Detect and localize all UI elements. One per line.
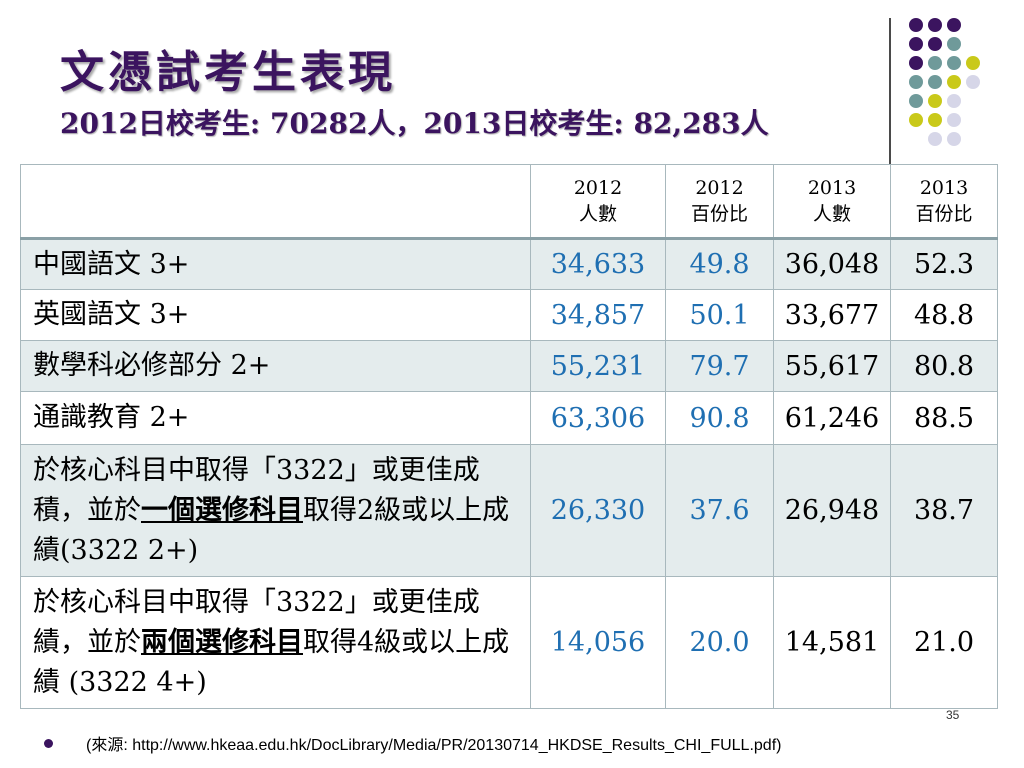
cell-2013-count: 14,581 <box>773 576 891 709</box>
row-label: 於核心科目中取得「3322」或更佳成績，並於兩個選修科目取得4級或以上成績 (3… <box>20 576 531 709</box>
table-header-row: 2012 人數 2012 百份比 2013 人數 2013 百份比 <box>20 164 998 240</box>
cell-2013-percent: 48.8 <box>890 289 998 341</box>
decorative-dot <box>947 75 961 89</box>
cell-2013-percent: 38.7 <box>890 444 998 577</box>
row-label: 中國語文 3+ <box>20 238 531 290</box>
title-block: 文憑試考生表現 2012日校考生: 70282人，2013日校考生: 82,28… <box>60 44 910 144</box>
cell-2012-percent: 49.8 <box>665 238 774 290</box>
cell-2013-percent: 88.5 <box>890 391 998 445</box>
table-row: 於核心科目中取得「3322」或更佳成積，並於一個選修科目取得2級或以上成績(33… <box>20 444 998 577</box>
emphasis-two-electives: 兩個選修科目 <box>141 626 303 658</box>
cell-2013-percent: 21.0 <box>890 576 998 709</box>
decorative-dot <box>909 113 923 127</box>
header-2012-count: 2012 人數 <box>530 164 666 240</box>
row-label: 通識教育 2+ <box>20 391 531 445</box>
cell-2012-count: 34,857 <box>530 289 666 341</box>
decorative-dot <box>909 94 923 108</box>
decorative-dot <box>928 18 942 32</box>
decorative-dot <box>947 37 961 51</box>
header-2013-count: 2013 人數 <box>773 164 891 240</box>
cell-2012-count: 34,633 <box>530 238 666 290</box>
cell-2013-count: 33,677 <box>773 289 891 341</box>
table-row: 數學科必修部分 2+ 55,231 79.7 55,617 80.8 <box>20 340 998 392</box>
slide-title: 文憑試考生表現 <box>60 47 396 98</box>
cell-2013-count: 55,617 <box>773 340 891 392</box>
cell-2012-count: 63,306 <box>530 391 666 445</box>
decorative-dot <box>928 94 942 108</box>
cell-2012-count: 55,231 <box>530 340 666 392</box>
table-row: 於核心科目中取得「3322」或更佳成績，並於兩個選修科目取得4級或以上成績 (3… <box>20 576 998 709</box>
decorative-dot <box>966 75 980 89</box>
decorative-dot <box>909 37 923 51</box>
cell-2012-count: 26,330 <box>530 444 666 577</box>
cell-2013-percent: 80.8 <box>890 340 998 392</box>
decorative-dot <box>928 113 942 127</box>
cell-2012-count: 14,056 <box>530 576 666 709</box>
source-link[interactable]: : http://www.hkeaa.edu.hk/DocLibrary/Med… <box>123 737 782 754</box>
decorative-dot <box>928 132 942 146</box>
cell-2012-percent: 79.7 <box>665 340 774 392</box>
decorative-dot <box>928 75 942 89</box>
decorative-dot <box>966 56 980 70</box>
decorative-dot <box>928 56 942 70</box>
cell-2013-percent: 52.3 <box>890 238 998 290</box>
header-2013-percent: 2013 百份比 <box>890 164 998 240</box>
cell-2012-percent: 20.0 <box>665 576 774 709</box>
cell-2013-count: 61,246 <box>773 391 891 445</box>
decorative-dot <box>909 56 923 70</box>
decorative-dot <box>909 18 923 32</box>
header-blank <box>20 164 531 240</box>
decorative-dot <box>947 18 961 32</box>
decorative-dot <box>947 113 961 127</box>
results-table: 2012 人數 2012 百份比 2013 人數 2013 百份比 中國語文 3+ 34… <box>20 164 998 709</box>
cell-2013-count: 26,948 <box>773 444 891 577</box>
cell-2012-percent: 37.6 <box>665 444 774 577</box>
decorative-dot <box>928 37 942 51</box>
header-2012-percent: 2012 百份比 <box>665 164 774 240</box>
cell-2012-percent: 50.1 <box>665 289 774 341</box>
page-number: 35 <box>946 708 960 722</box>
decorative-dot <box>947 56 961 70</box>
decorative-dot <box>909 75 923 89</box>
slide-subtitle: 2012日校考生: 70282人，2013日校考生: 82,283人 <box>60 107 769 140</box>
table-row: 通識教育 2+ 63,306 90.8 61,246 88.5 <box>20 391 998 445</box>
bullet-icon <box>44 739 53 748</box>
decorative-divider <box>889 18 891 188</box>
source-citation: (來源: http://www.hkeaa.edu.hk/DocLibrary/… <box>86 735 782 754</box>
row-label: 數學科必修部分 2+ <box>20 340 531 392</box>
emphasis-one-elective: 一個選修科目 <box>141 494 303 526</box>
table-row: 英國語文 3+ 34,857 50.1 33,677 48.8 <box>20 289 998 341</box>
decorative-dot <box>947 94 961 108</box>
row-label: 英國語文 3+ <box>20 289 531 341</box>
cell-2012-percent: 90.8 <box>665 391 774 445</box>
decorative-dot <box>947 132 961 146</box>
table-row: 中國語文 3+ 34,633 49.8 36,048 52.3 <box>20 238 998 290</box>
cell-2013-count: 36,048 <box>773 238 891 290</box>
row-label: 於核心科目中取得「3322」或更佳成積，並於一個選修科目取得2級或以上成績(33… <box>20 444 531 577</box>
